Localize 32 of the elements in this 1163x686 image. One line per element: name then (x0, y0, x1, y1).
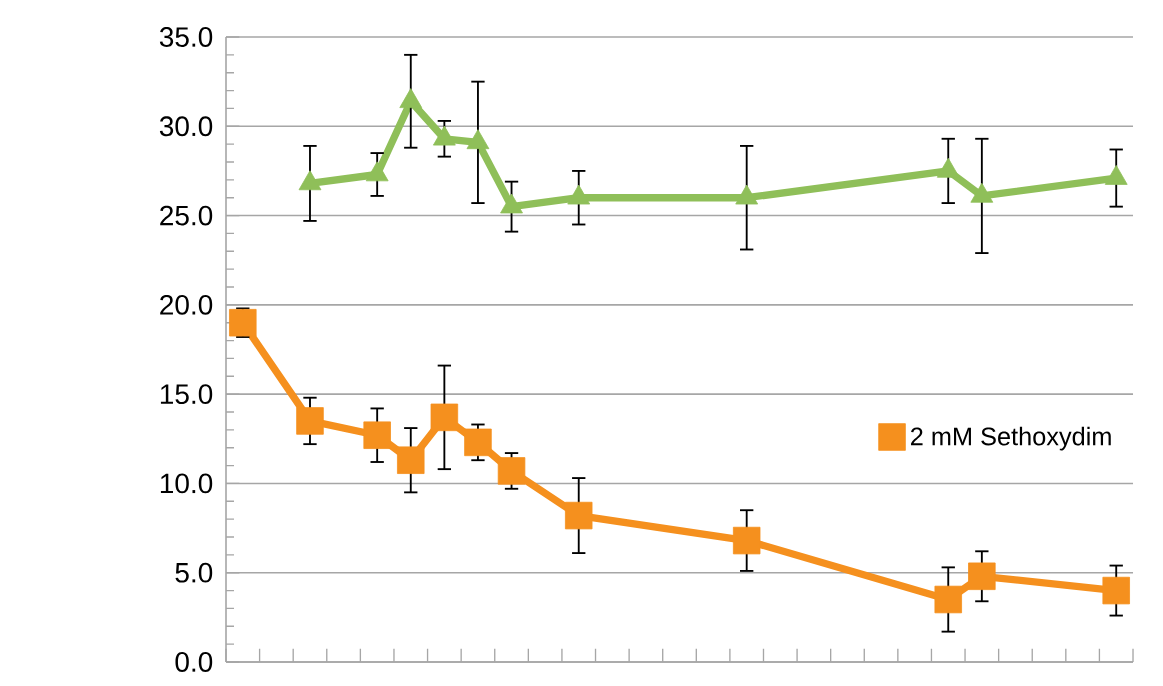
point (430, 403, 459, 432)
point (934, 585, 962, 614)
point (735, 184, 759, 205)
point (466, 129, 490, 150)
y-tick-label: 20.0 (160, 294, 213, 315)
point (363, 421, 391, 449)
point (397, 446, 425, 474)
point (968, 562, 996, 591)
point (970, 182, 994, 203)
y-tick-label: 25.0 (160, 205, 213, 226)
point (296, 407, 324, 435)
y-tick-label: 35.0 (159, 27, 213, 47)
y-tick-label: 10.0 (160, 473, 213, 494)
point (564, 501, 593, 530)
point (432, 125, 456, 146)
point (500, 193, 523, 214)
legend-label: 2 mM Sethoxydim (911, 426, 1111, 451)
y-tick-label: 30.0 (159, 116, 213, 137)
y-tick-label: 0.0 (175, 652, 213, 672)
point (567, 184, 591, 205)
y-tick-label: 15.0 (160, 384, 213, 405)
point (229, 308, 257, 337)
point (399, 88, 423, 109)
point (497, 457, 526, 485)
point (1102, 576, 1130, 605)
point (732, 526, 761, 555)
point (936, 157, 960, 178)
y-tick-label: 5.0 (175, 562, 213, 583)
point (298, 170, 322, 191)
point (1104, 165, 1128, 185)
point (464, 428, 492, 457)
point (365, 161, 389, 182)
